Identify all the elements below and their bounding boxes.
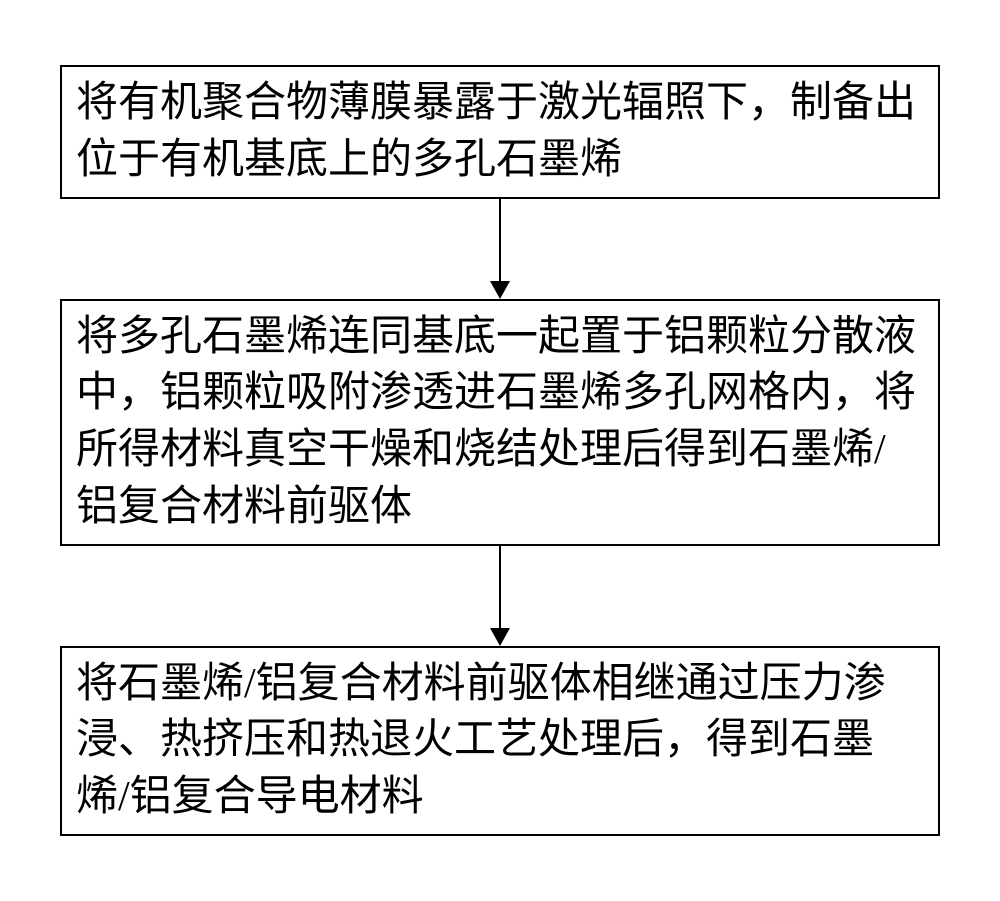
- arrow-head-icon: [490, 628, 510, 646]
- arrow-1: [490, 199, 510, 299]
- flowchart-step-2: 将多孔石墨烯连同基底一起置于铝颗粒分散液中，铝颗粒吸附渗透进石墨烯多孔网格内，将…: [60, 299, 940, 546]
- flowchart-step-1: 将有机聚合物薄膜暴露于激光辐照下，制备出位于有机基底上的多孔石墨烯: [60, 65, 940, 198]
- flowchart-step-3: 将石墨烯/铝复合材料前驱体相继通过压力渗浸、热挤压和热退火工艺处理后，得到石墨烯…: [60, 646, 940, 836]
- arrow-line: [499, 546, 501, 628]
- arrow-2: [490, 546, 510, 646]
- step-text: 将多孔石墨烯连同基底一起置于铝颗粒分散液中，铝颗粒吸附渗透进石墨烯多孔网格内，将…: [76, 314, 916, 530]
- step-text: 将有机聚合物薄膜暴露于激光辐照下，制备出位于有机基底上的多孔石墨烯: [76, 80, 916, 183]
- arrow-line: [499, 199, 501, 281]
- step-text: 将石墨烯/铝复合材料前驱体相继通过压力渗浸、热挤压和热退火工艺处理后，得到石墨烯…: [76, 661, 886, 820]
- process-flowchart: 将有机聚合物薄膜暴露于激光辐照下，制备出位于有机基底上的多孔石墨烯 将多孔石墨烯…: [20, 45, 980, 855]
- arrow-head-icon: [490, 281, 510, 299]
